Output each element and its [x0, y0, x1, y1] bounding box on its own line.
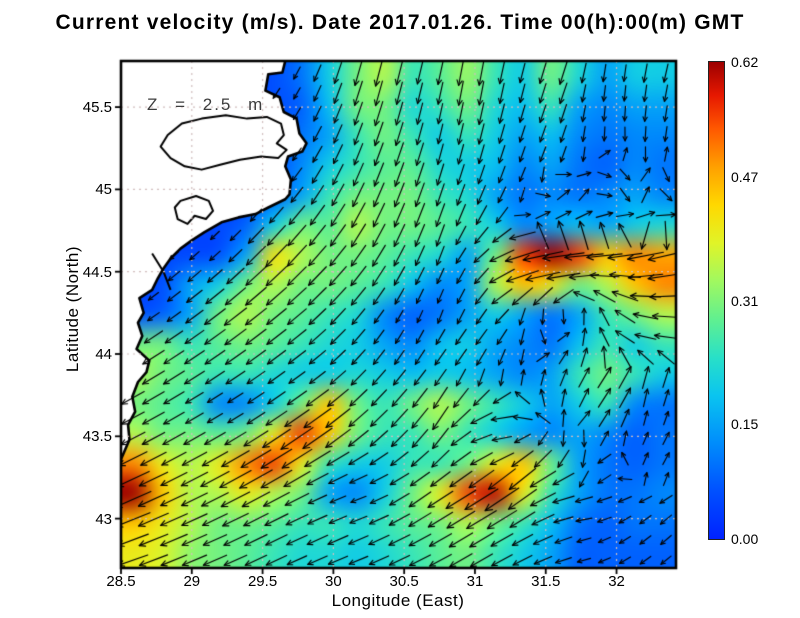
colorbar-tick-label: 0.31: [731, 292, 759, 309]
x-axis-title: Longitude (East): [331, 591, 465, 610]
y-tick-label: 43.5: [82, 428, 112, 446]
colorbar-tick-label: 0.62: [731, 54, 759, 70]
colorbar-tick-label: 0.47: [731, 169, 759, 186]
x-tick-label: 29.5: [247, 573, 278, 590]
x-tick-label: 29: [183, 573, 201, 590]
y-tick-label: 45.5: [82, 99, 112, 117]
x-tick-label: 31.5: [531, 573, 561, 590]
colorbar-tick-label: 0.15: [731, 415, 759, 432]
x-tick-label: 31: [466, 573, 484, 590]
x-tick-label: 30.5: [389, 573, 419, 590]
colorbar-tick-label: 0.00: [731, 531, 759, 547]
x-tick-label: 32: [608, 573, 625, 590]
y-tick-label: 44.5: [82, 263, 112, 281]
colorbar: [708, 61, 725, 540]
y-tick-label: 44: [95, 346, 112, 363]
depth-annotation: Z = 2.5 m: [147, 95, 265, 114]
x-tick-label: 28.5: [106, 573, 136, 590]
y-tick-label: 43: [95, 510, 112, 528]
y-tick-label: 45: [95, 181, 112, 199]
x-tick-label: 30: [325, 573, 342, 590]
figure-title: Current velocity (m/s). Date 2017.01.26.…: [55, 11, 745, 34]
